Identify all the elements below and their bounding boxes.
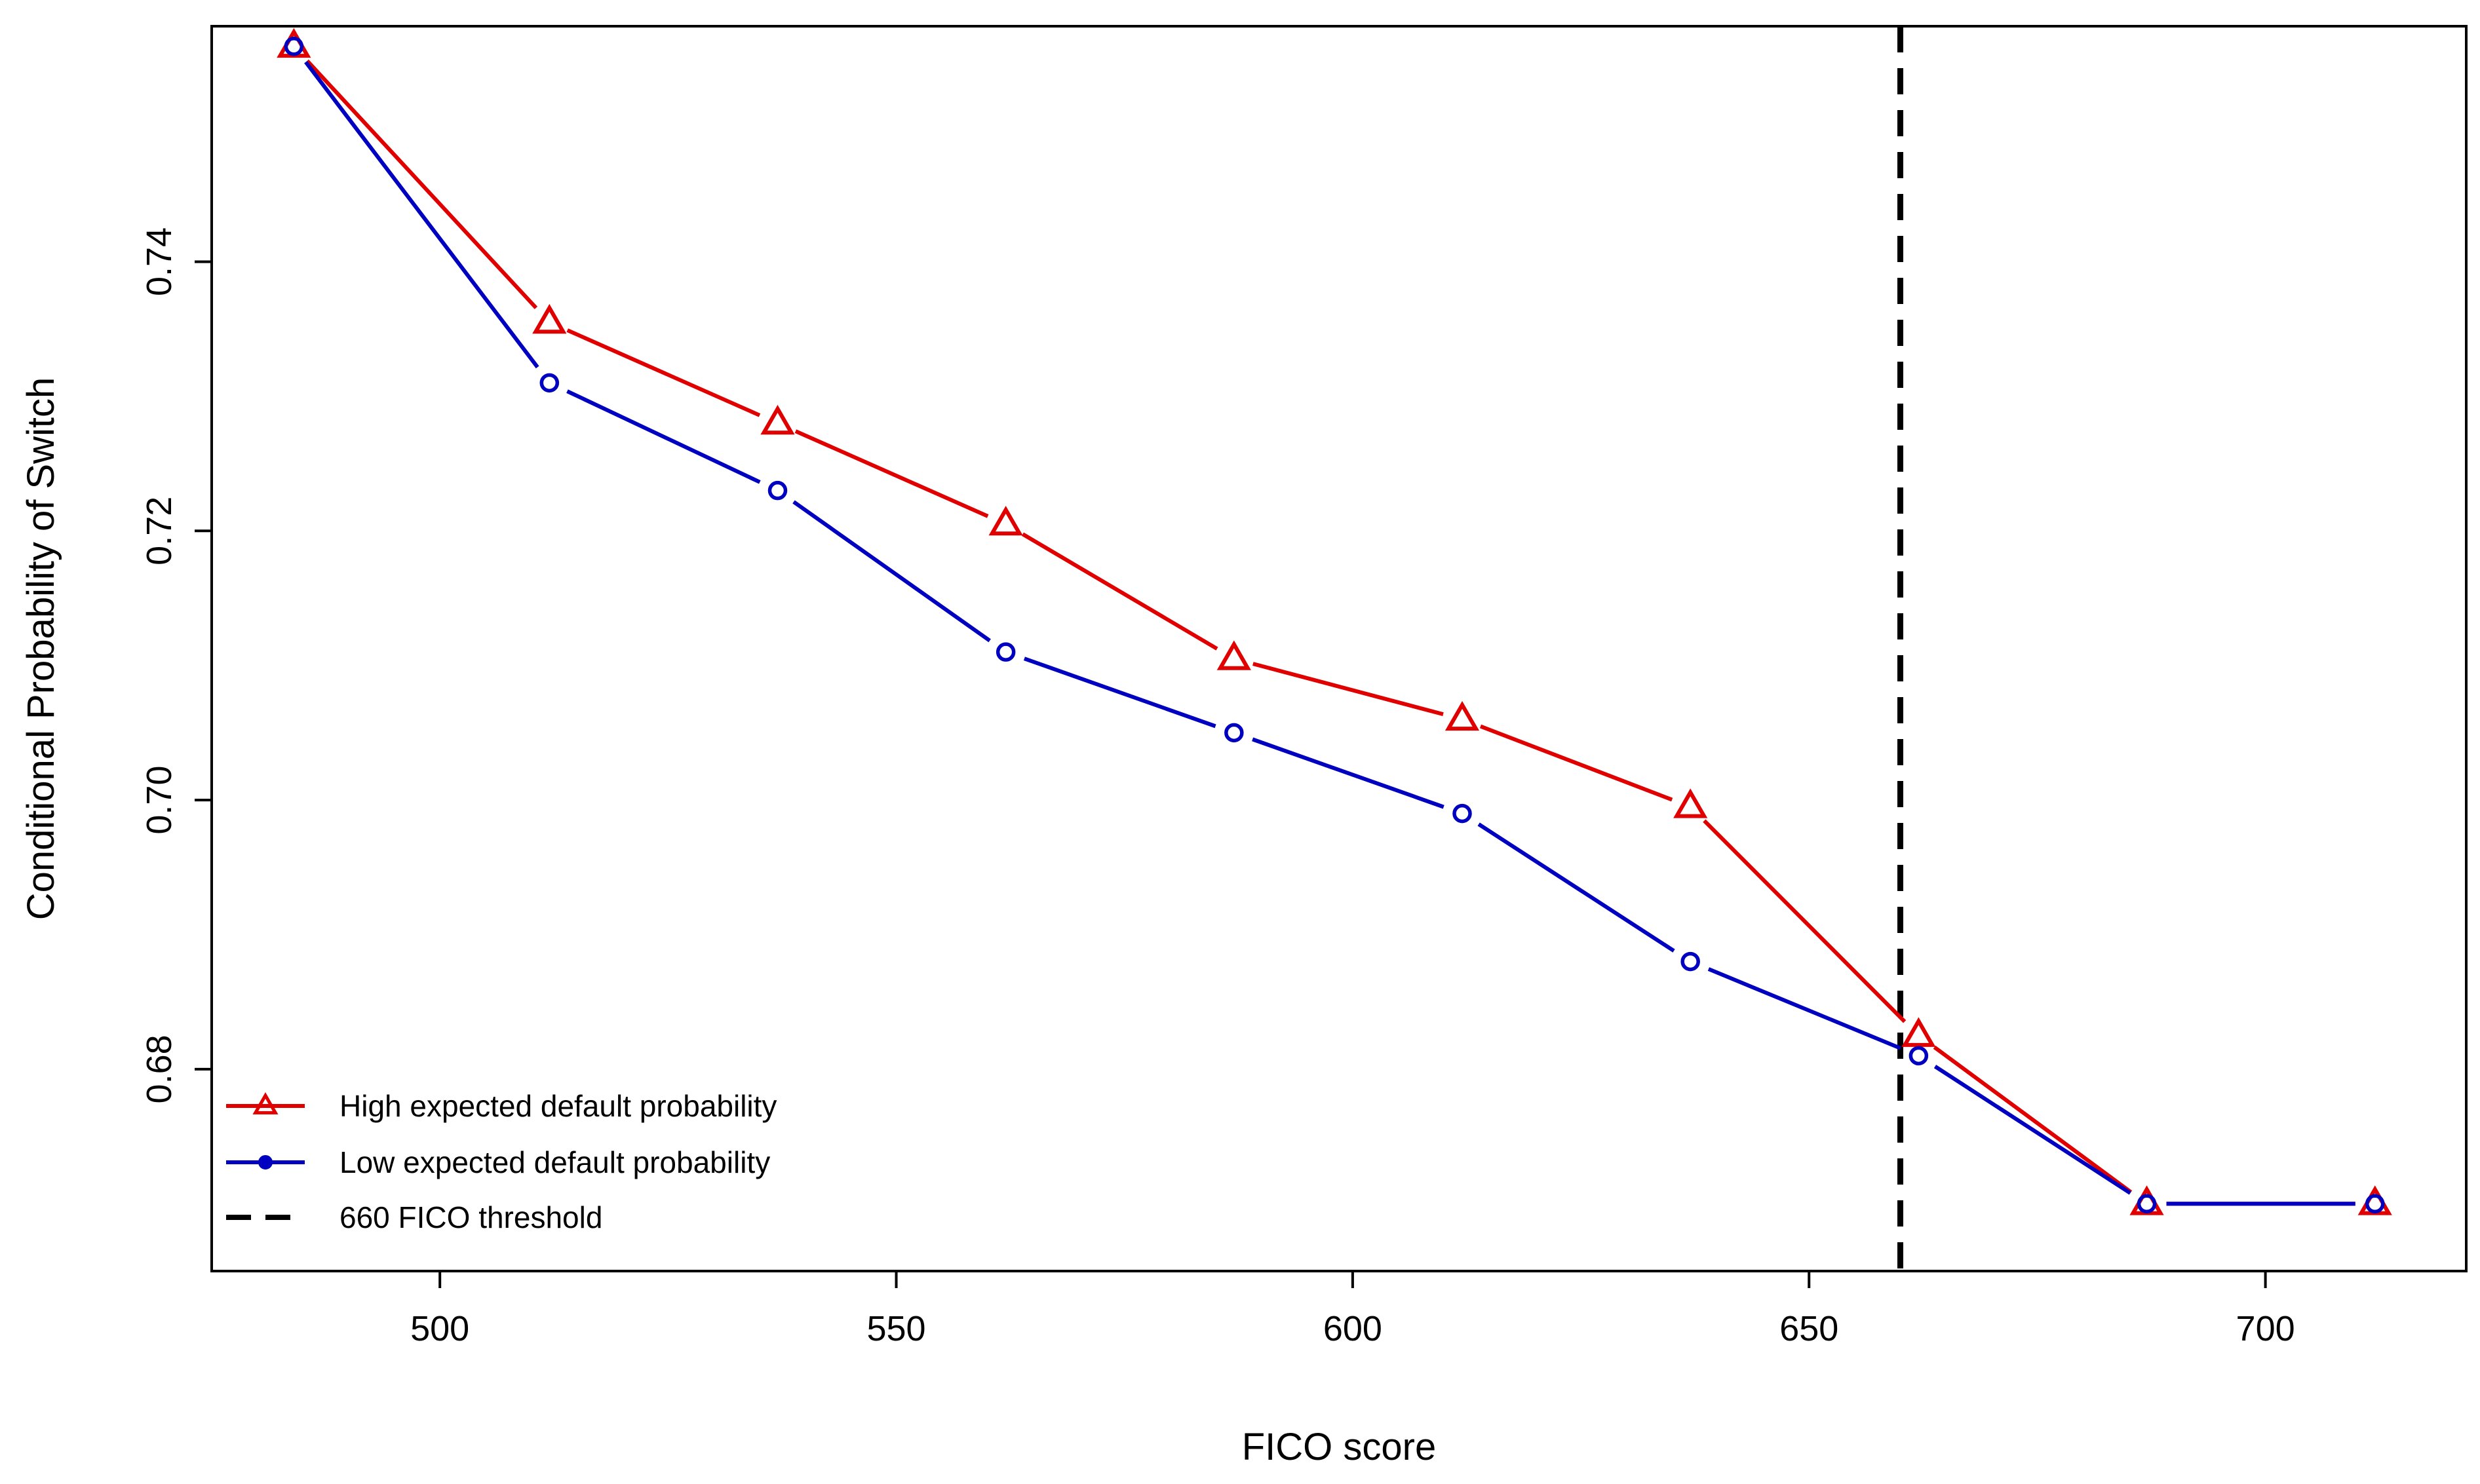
y-axis: 0.68 0.70 0.72 0.74: [140, 227, 212, 1103]
high-default-line-segment: [1021, 532, 1218, 651]
low-default-line-segment: [1477, 822, 1675, 953]
high-default-line-segment: [1479, 724, 1673, 802]
low-default-line-segment: [792, 500, 991, 643]
legend-label: Low expected default probability: [339, 1145, 770, 1179]
x-axis-title: FICO score: [1242, 1426, 1437, 1468]
series-lines: [304, 59, 2355, 1206]
high-default-point: [2357, 1185, 2392, 1215]
low-default-point: [767, 480, 788, 501]
low-default-point: [2365, 1194, 2385, 1214]
high-default-point: [2129, 1185, 2164, 1215]
low-default-point: [1224, 723, 1244, 743]
high-default-line-segment: [794, 429, 989, 518]
high-default-line-segment: [305, 59, 538, 309]
low-default-point: [1908, 1046, 1929, 1066]
low-default-line-segment: [1252, 737, 1444, 809]
low-default-line-segment: [1933, 1065, 2132, 1195]
low-default-point: [2137, 1194, 2157, 1214]
high-default-line-segment: [1252, 662, 1444, 717]
x-tick-label: 650: [1779, 1309, 1838, 1348]
low-default-point: [1680, 951, 1700, 972]
high-default-point: [277, 28, 311, 58]
legend-label: High expected default probability: [339, 1089, 777, 1123]
plot-frame: [210, 25, 2468, 1272]
high-default-point: [1673, 788, 1708, 818]
low-default-point: [1452, 803, 1472, 824]
x-tick-label: 600: [1323, 1309, 1382, 1348]
high-default-line-segment: [1933, 1045, 2133, 1194]
high-default-point: [532, 303, 567, 334]
high-default-point: [988, 505, 1023, 536]
x-tick-label: 500: [410, 1309, 469, 1348]
low-default-point: [284, 37, 304, 56]
low-default-line-segment: [1023, 656, 1216, 729]
x-tick-label: 700: [2236, 1309, 2295, 1348]
high-default-line-segment: [1703, 819, 1907, 1023]
legend: High expected default probability Low exp…: [226, 1089, 777, 1234]
legend-label: 660 FICO threshold: [339, 1200, 602, 1234]
high-default-point: [760, 404, 795, 435]
low-default-line-segment: [304, 60, 539, 369]
y-tick-label: 0.70: [140, 766, 179, 835]
low-default-point: [539, 373, 560, 393]
high-default-point: [1216, 640, 1251, 670]
high-default-line-segment: [566, 328, 761, 417]
low-default-line-segment: [566, 389, 761, 484]
series-markers: [277, 28, 2392, 1215]
high-default-point: [1901, 1017, 1936, 1047]
y-tick-label: 0.74: [140, 227, 179, 296]
x-tick-label: 550: [866, 1309, 925, 1348]
low-default-point: [996, 642, 1016, 662]
x-axis: 500 550 600 650 700: [410, 1271, 2295, 1348]
y-tick-label: 0.72: [140, 497, 179, 565]
legend-triangle-marker: [252, 1092, 279, 1114]
legend-circle-marker: [258, 1155, 273, 1170]
y-axis-title: Conditional Probability of Switch: [20, 377, 62, 921]
y-tick-label: 0.68: [140, 1035, 179, 1103]
low-default-line-segment: [1707, 967, 1901, 1050]
high-default-point: [1444, 700, 1480, 731]
